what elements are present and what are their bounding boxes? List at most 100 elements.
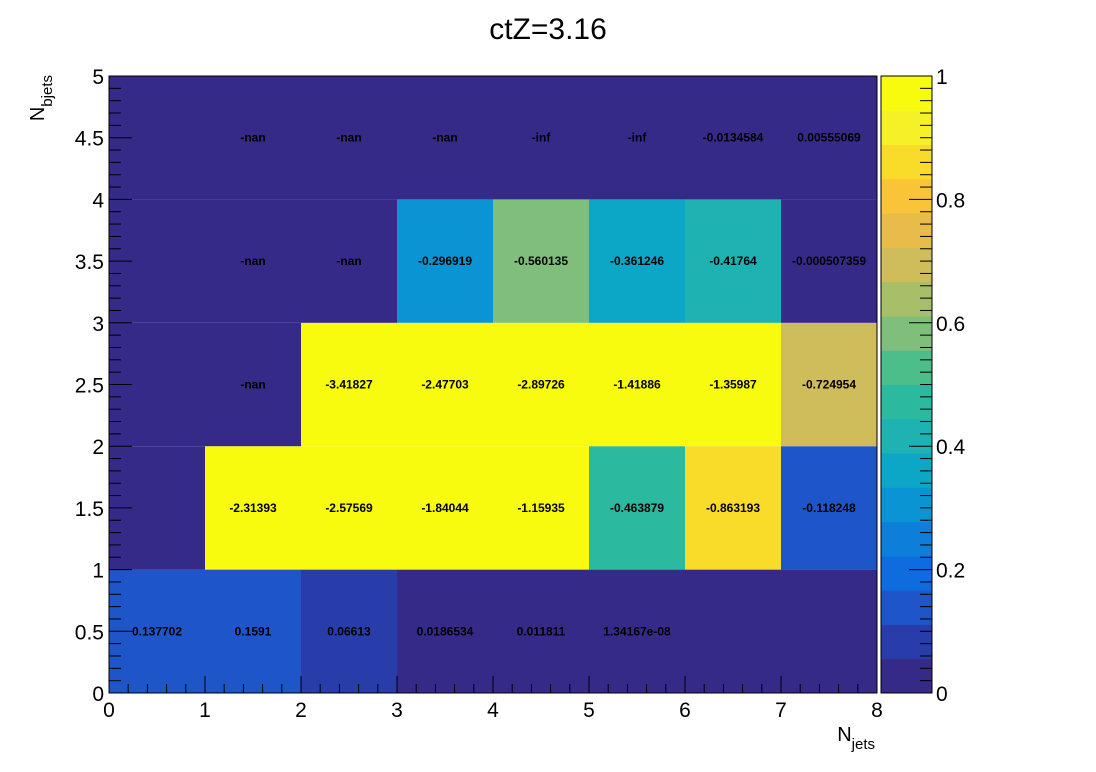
- heatmap-cell: [781, 322, 877, 447]
- heatmap-cell: [397, 322, 493, 447]
- x-tick-label: 3: [391, 699, 403, 722]
- colorbar-segment: [881, 76, 932, 111]
- y-tick-label: 3.5: [75, 251, 104, 274]
- colorbar-tick-label: 1: [936, 66, 948, 89]
- heatmap-cell: [781, 76, 877, 200]
- colorbar-segment: [881, 110, 932, 146]
- y-axis-label-sub: bjets: [39, 75, 56, 107]
- colorbar-segment: [881, 315, 932, 351]
- chart-title: ctZ=3.16: [489, 13, 607, 46]
- heatmap-cell: [205, 446, 301, 570]
- x-tick-label: 4: [487, 699, 499, 722]
- heatmap-cell: [493, 199, 589, 323]
- x-tick-label: 2: [295, 699, 307, 722]
- colorbar-segment: [881, 487, 932, 523]
- x-axis-label-sub: jets: [851, 736, 875, 753]
- y-tick-label: 1.5: [75, 498, 104, 521]
- cell-value-label: -nan: [240, 254, 265, 268]
- cell-value-label: -1.41886: [613, 378, 661, 392]
- cell-value-label: -0.000507359: [792, 254, 866, 268]
- cell-value-label: -2.47703: [421, 378, 469, 392]
- heatmap-cell: [301, 322, 397, 447]
- colorbar-segment: [881, 658, 932, 694]
- heatmap-cell: [589, 446, 685, 570]
- heatmap-cell: [301, 569, 397, 693]
- colorbar-segment: [881, 555, 932, 591]
- colorbar-segment: [881, 213, 932, 248]
- heatmap-cell: [781, 446, 877, 570]
- y-tick-label: 5: [92, 66, 104, 89]
- color-bar: 0 0.2 0.4 0.6 0.8 1: [880, 66, 966, 706]
- y-tick-label: 4.5: [75, 128, 104, 151]
- heatmap-cell: [493, 76, 589, 200]
- cell-value-label: -2.31393: [229, 501, 277, 515]
- heatmap-cell: [589, 76, 685, 200]
- heatmap-cell: [301, 446, 397, 570]
- y-axis-label: Nbjets: [27, 75, 56, 121]
- cell-value-label: -0.118248: [802, 501, 856, 515]
- colorbar-segment: [881, 281, 932, 317]
- x-axis-label-main: N: [837, 724, 851, 746]
- cell-value-label: 0.1591: [235, 624, 272, 638]
- cell-value-label: -inf: [532, 131, 552, 145]
- y-tick-label: 0.5: [75, 621, 104, 644]
- heatmap-cell: [781, 199, 877, 323]
- heatmap-cell: [205, 322, 301, 447]
- cell-value-label: -3.41827: [325, 378, 373, 392]
- colorbar-segment: [881, 350, 932, 385]
- heatmap-cell: [493, 446, 589, 570]
- colorbar-segment: [881, 418, 932, 454]
- colorbar-segment: [881, 247, 932, 283]
- heatmap-cell: [397, 76, 493, 200]
- colorbar-tick-label: 0.6: [936, 313, 965, 336]
- heatmap-cell: [589, 569, 685, 693]
- heatmap-cell: [685, 569, 781, 693]
- colorbar-segment: [881, 384, 932, 420]
- x-tick-label: 5: [583, 699, 595, 722]
- cell-value-label: 0.00555069: [797, 131, 861, 145]
- y-tick-label: 2.5: [75, 375, 104, 398]
- cell-value-label: -1.15935: [517, 501, 565, 515]
- heatmap-cell: [685, 199, 781, 323]
- heatmap-cell: [493, 569, 589, 693]
- heatmap-cells: [109, 76, 877, 693]
- cell-value-label: -inf: [628, 131, 648, 145]
- cell-value-label: -0.560135: [514, 254, 568, 268]
- heatmap-cell: [205, 76, 301, 200]
- cell-value-label: -nan: [336, 254, 361, 268]
- x-axis-label: Njets: [837, 724, 875, 753]
- colorbar-segment: [881, 590, 932, 625]
- x-tick-label: 6: [679, 699, 691, 722]
- heatmap-cell: [397, 569, 493, 693]
- heatmap-cell: [205, 569, 301, 693]
- cell-value-label: -nan: [240, 131, 265, 145]
- colorbar-tick-label: 0.4: [936, 436, 966, 459]
- y-axis: 0 0.5 1 1.5 2 2.5 3 3.5 4 4.5 5: [75, 66, 132, 706]
- heatmap-cell: [301, 199, 397, 323]
- cell-value-label: -0.296919: [418, 254, 472, 268]
- cell-value-label: -1.35987: [709, 378, 757, 392]
- cell-value-label: 0.0186534: [417, 624, 474, 638]
- cell-value-label: -0.724954: [802, 378, 856, 392]
- cell-value-label: -1.84044: [421, 501, 469, 515]
- cell-value-label: -0.0134584: [703, 131, 764, 145]
- y-tick-label: 4: [92, 189, 104, 212]
- x-tick-label: 0: [103, 699, 115, 722]
- cell-value-label: -0.863193: [706, 501, 760, 515]
- x-tick-label: 8: [871, 699, 883, 722]
- heatmap-cell: [685, 76, 781, 200]
- cell-value-label: -0.463879: [610, 501, 664, 515]
- colorbar-tick-label: 0.2: [936, 560, 965, 583]
- colorbar-segment: [881, 178, 932, 214]
- heatmap-cell: [781, 569, 877, 693]
- cell-value-label: -0.41764: [709, 254, 757, 268]
- heatmap-cell: [685, 446, 781, 570]
- heatmap-cell: [397, 446, 493, 570]
- cell-value-label: -2.57569: [325, 501, 373, 515]
- heatmap-cell: [589, 322, 685, 447]
- colorbar-tick-label: 0.8: [936, 189, 965, 212]
- cell-value-label: 0.137702: [132, 624, 182, 638]
- y-tick-label: 2: [92, 436, 104, 459]
- heatmap-cell: [205, 199, 301, 323]
